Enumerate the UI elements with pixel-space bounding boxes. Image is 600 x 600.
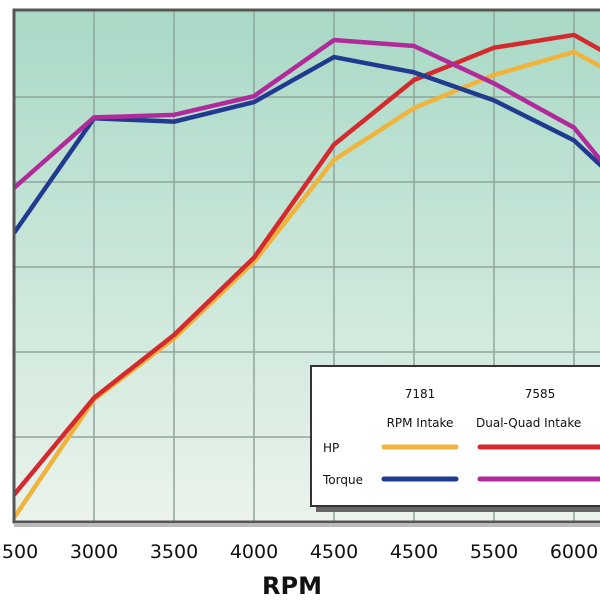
x-tick-label: 2500 [0,541,38,563]
x-tick-label: 6000 [550,541,598,563]
x-tick-label: 4500 [310,541,358,563]
plot-frame [12,8,600,524]
x-tick-label: 3000 [70,541,118,563]
legend-box [310,365,600,507]
legend-col2-name: Dual-Quad Intake [476,416,581,430]
legend-row-torque: Torque [322,473,363,487]
legend-col2-number: 7585 [525,387,556,401]
legend-col1-name: RPM Intake [387,416,454,430]
x-axis-label: RPM [262,572,322,600]
series-lines [14,32,600,520]
x-tick-labels: 2500 3000 3500 4000 4500 4500 5500 6000 [0,541,598,563]
x-tick-label: 4000 [230,541,278,563]
x-tick-label: 5500 [470,541,518,563]
x-axis-shadow [14,523,600,527]
legend-row-hp: HP [323,441,339,455]
x-tick-label: 3500 [150,541,198,563]
legend: 7181 RPM Intake 7585 Dual-Quad Intake HP… [310,365,600,512]
legend-col1-number: 7181 [405,387,436,401]
x-tick-label: 4500 [390,541,438,563]
